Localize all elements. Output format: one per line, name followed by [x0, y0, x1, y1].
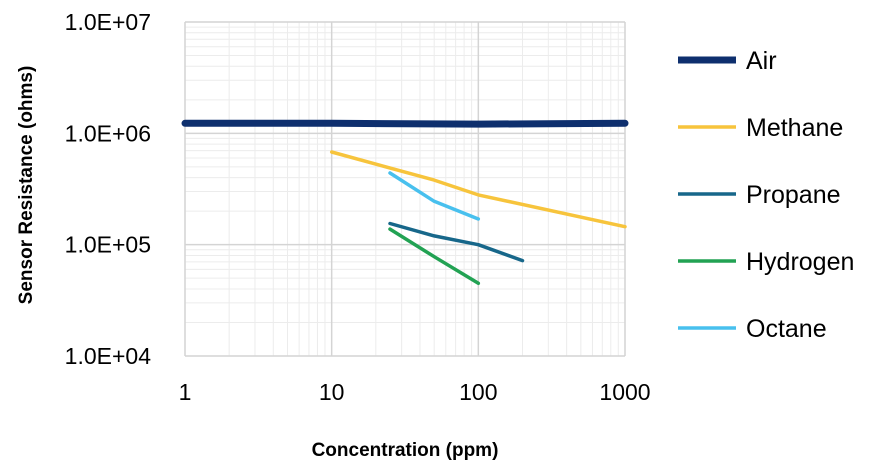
series-line-octane — [388, 171, 481, 221]
legend-label-hydrogen: Hydrogen — [746, 248, 854, 276]
legend-label-air: Air — [746, 47, 777, 75]
series-line-propane — [388, 221, 525, 263]
x-tick-label: 10 — [319, 379, 345, 405]
series-line-methane — [329, 150, 627, 229]
series-lines — [181, 119, 629, 286]
legend-label-octane: Octane — [746, 315, 827, 343]
x-tick-label: 100 — [459, 379, 497, 405]
series-line-air — [181, 119, 629, 128]
major-gridlines — [184, 21, 626, 357]
x-axis-title: Concentration (ppm) — [312, 440, 499, 461]
legend-label-methane: Methane — [746, 114, 843, 142]
y-tick-label: 1.0E+04 — [65, 343, 152, 369]
y-tick-labels: 1.0E+04 1.0E+05 1.0E+06 1.0E+07 — [65, 9, 152, 369]
x-tick-label: 1 — [179, 379, 192, 405]
legend: Air Methane Propane Hydrogen Octane — [678, 47, 854, 343]
x-tick-label: 1000 — [599, 379, 650, 405]
y-tick-label: 1.0E+06 — [65, 120, 151, 146]
minor-gridlines — [185, 22, 625, 356]
y-tick-label: 1.0E+07 — [65, 9, 151, 35]
legend-label-propane: Propane — [746, 181, 841, 209]
y-axis-title: Sensor Resistance (ohms) — [16, 66, 37, 305]
series-line-hydrogen — [388, 227, 481, 286]
x-tick-labels: 1 10 100 1000 — [179, 379, 651, 405]
y-tick-label: 1.0E+05 — [65, 232, 151, 258]
